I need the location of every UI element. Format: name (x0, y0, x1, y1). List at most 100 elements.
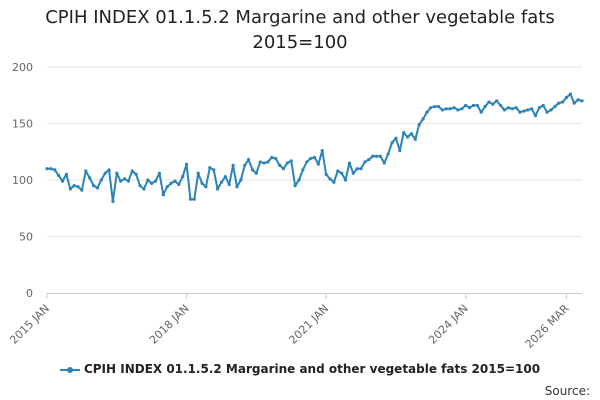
data-point[interactable] (378, 154, 383, 158)
data-point[interactable] (351, 171, 355, 175)
data-point[interactable] (130, 169, 134, 173)
data-point[interactable] (76, 185, 80, 189)
data-point[interactable] (91, 184, 96, 188)
data-point[interactable] (181, 175, 185, 179)
data-point[interactable] (57, 173, 61, 178)
data-point[interactable] (204, 185, 208, 189)
data-point[interactable] (417, 123, 421, 127)
data-point[interactable] (471, 103, 476, 108)
data-point[interactable] (502, 108, 507, 112)
data-point[interactable] (111, 199, 115, 204)
data-point[interactable] (305, 160, 309, 164)
data-point[interactable] (84, 169, 88, 173)
data-point[interactable] (219, 180, 224, 184)
data-point[interactable] (549, 108, 553, 112)
data-point[interactable] (367, 158, 371, 162)
data-point[interactable] (250, 168, 255, 172)
data-point[interactable] (165, 185, 169, 189)
data-point[interactable] (355, 167, 359, 171)
data-point[interactable] (382, 161, 386, 165)
data-point[interactable] (231, 163, 235, 167)
data-point[interactable] (115, 171, 119, 175)
data-point[interactable] (99, 178, 103, 182)
data-point[interactable] (557, 101, 561, 105)
data-point[interactable] (436, 104, 441, 109)
data-point[interactable] (107, 168, 111, 172)
data-point[interactable] (192, 197, 196, 201)
data-point[interactable] (80, 188, 84, 192)
data-point[interactable] (448, 107, 452, 111)
data-point[interactable] (506, 106, 510, 110)
data-point[interactable] (487, 100, 491, 104)
data-point[interactable] (371, 154, 375, 158)
data-point[interactable] (514, 106, 518, 110)
data-point[interactable] (464, 103, 468, 108)
data-point[interactable] (320, 149, 324, 153)
data-point[interactable] (95, 186, 99, 190)
data-point[interactable] (537, 106, 541, 110)
data-point[interactable] (281, 167, 286, 171)
data-point[interactable] (266, 160, 270, 164)
data-point[interactable] (479, 110, 483, 114)
data-point[interactable] (456, 108, 460, 112)
data-point[interactable] (188, 197, 193, 201)
data-point[interactable] (254, 171, 258, 175)
data-point[interactable] (223, 175, 227, 179)
data-point[interactable] (316, 162, 320, 166)
data-point[interactable] (293, 184, 297, 188)
data-point[interactable] (386, 152, 390, 156)
data-point[interactable] (64, 172, 68, 176)
data-point[interactable] (126, 179, 131, 183)
data-point[interactable] (460, 107, 464, 111)
data-point[interactable] (541, 103, 545, 108)
data-point[interactable] (196, 171, 200, 175)
data-point[interactable] (433, 104, 437, 109)
data-point[interactable] (568, 92, 572, 96)
data-point[interactable] (262, 161, 266, 165)
data-point[interactable] (332, 180, 336, 184)
data-point[interactable] (134, 172, 138, 176)
data-point[interactable] (103, 171, 107, 175)
data-point[interactable] (278, 163, 282, 167)
data-point[interactable] (347, 161, 351, 165)
data-point[interactable] (374, 154, 379, 158)
data-point[interactable] (413, 137, 417, 141)
legend[interactable]: CPIH INDEX 01.1.5.2 Margarine and other … (0, 362, 600, 376)
data-point[interactable] (208, 165, 212, 170)
data-point[interactable] (402, 130, 406, 135)
data-point[interactable] (518, 110, 522, 114)
data-point[interactable] (246, 158, 251, 162)
data-point[interactable] (498, 103, 503, 108)
data-point[interactable] (122, 177, 127, 181)
data-point[interactable] (68, 187, 72, 191)
data-point[interactable] (173, 179, 177, 183)
data-point[interactable] (169, 181, 173, 185)
data-point[interactable] (138, 184, 142, 188)
data-point[interactable] (301, 168, 305, 172)
data-point[interactable] (394, 136, 398, 140)
data-point[interactable] (88, 176, 92, 180)
data-point[interactable] (258, 160, 262, 164)
data-point[interactable] (444, 107, 448, 111)
data-point[interactable] (421, 117, 425, 121)
data-point[interactable] (526, 108, 530, 112)
data-point[interactable] (289, 159, 293, 163)
data-point[interactable] (142, 187, 146, 191)
data-point[interactable] (405, 135, 410, 139)
data-point[interactable] (243, 163, 247, 167)
data-point[interactable] (533, 113, 538, 118)
data-point[interactable] (309, 156, 313, 161)
data-point[interactable] (312, 155, 317, 159)
data-point[interactable] (119, 179, 123, 183)
data-point[interactable] (483, 104, 487, 109)
data-point[interactable] (553, 104, 557, 109)
data-point[interactable] (340, 171, 344, 175)
data-point[interactable] (49, 167, 53, 171)
data-point[interactable] (580, 99, 584, 103)
data-point[interactable] (150, 181, 154, 185)
data-point[interactable] (270, 155, 274, 159)
data-point[interactable] (343, 178, 348, 182)
data-point[interactable] (60, 179, 65, 183)
data-point[interactable] (157, 171, 162, 175)
data-point[interactable] (409, 132, 414, 136)
